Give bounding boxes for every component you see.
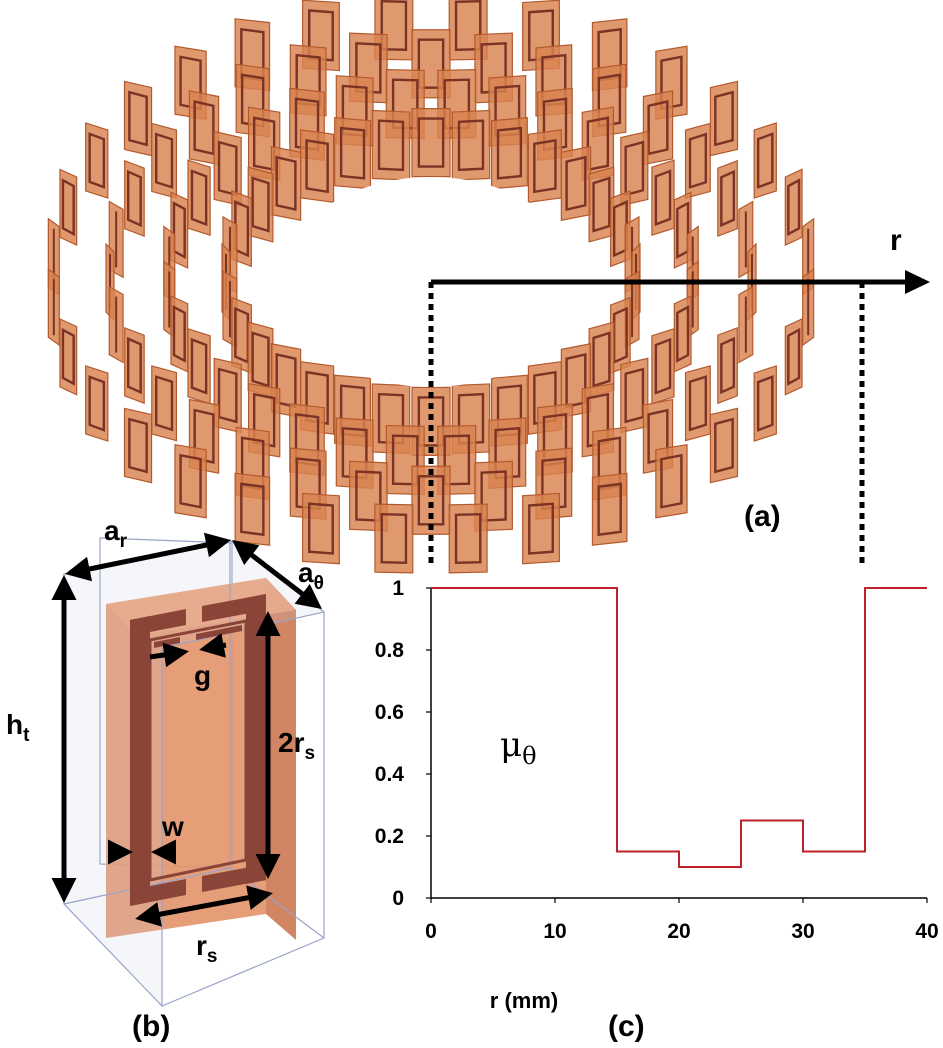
label-a-theta: aθ xyxy=(298,557,324,594)
srr-tile xyxy=(717,326,738,405)
panel-label-c: (c) xyxy=(608,1010,645,1043)
label-a-r: ar xyxy=(104,515,128,552)
srr-tile xyxy=(371,109,411,181)
srr-tile xyxy=(59,168,78,246)
srr-tile xyxy=(234,472,271,546)
srr-tile xyxy=(302,492,340,565)
srr-tile xyxy=(738,285,754,364)
r-axis-label: r xyxy=(890,224,902,257)
srr-tile xyxy=(187,159,211,237)
srr-tile xyxy=(620,130,649,207)
srr-tile xyxy=(151,122,178,199)
dim-arrows xyxy=(51,532,322,927)
srr-tile xyxy=(591,472,628,546)
srr-tile xyxy=(108,285,124,364)
y-tick-label: 0.4 xyxy=(375,763,405,786)
srr-tile xyxy=(59,318,78,396)
srr-tile xyxy=(85,122,109,199)
srr-tile xyxy=(47,268,60,347)
srr-tile xyxy=(655,443,688,519)
x-tick-label: 40 xyxy=(915,920,938,943)
srr-ring-array xyxy=(47,0,815,574)
label-g: g xyxy=(194,660,211,691)
x-tick-label: 30 xyxy=(791,920,814,943)
srr-tile xyxy=(802,268,815,347)
chart-ticks: 0 10 20 30 40 0 0.2 0.4 0.6 0.8 1 xyxy=(375,577,939,943)
mu-theta-chart: 0 10 20 30 40 0 0.2 0.4 0.6 0.8 1 xyxy=(375,577,939,943)
unit-cell xyxy=(63,537,326,1008)
r-s-arrow xyxy=(135,885,273,927)
srr-tile xyxy=(300,129,335,204)
srr-tile xyxy=(684,122,711,199)
srr-tile xyxy=(784,318,803,396)
chart-series xyxy=(431,587,927,868)
g-arrow-left xyxy=(149,642,189,668)
srr-tile xyxy=(448,503,488,574)
srr-tile xyxy=(784,168,803,246)
srr-tile xyxy=(684,365,711,442)
label-w: w xyxy=(161,811,184,842)
g-arrow-right xyxy=(199,633,227,658)
srr-tile xyxy=(270,145,302,221)
y-tick-label: 1 xyxy=(392,577,404,600)
y-tick-label: 0.2 xyxy=(375,825,404,848)
srr-tile xyxy=(560,145,592,221)
srr-tile xyxy=(451,109,491,181)
srr-tile xyxy=(213,130,242,207)
srr-tile xyxy=(490,117,528,190)
srr-tile xyxy=(673,295,692,373)
srr-tile xyxy=(124,159,145,238)
srr-tile xyxy=(187,327,211,405)
chart-x-axis-label: r (mm) xyxy=(490,988,558,1013)
srr-tile xyxy=(374,503,414,574)
chart-annotation-mu-theta: μθ xyxy=(500,725,537,770)
a-r-arrow xyxy=(65,532,231,582)
srr-tile xyxy=(85,365,109,442)
label-r-s: rs xyxy=(196,930,217,967)
srr-tile xyxy=(651,327,675,405)
srr-tile xyxy=(151,365,178,442)
srr-tile xyxy=(123,80,153,157)
srr-tile xyxy=(124,326,145,405)
x-tick-label: 0 xyxy=(425,920,437,943)
srr-tile xyxy=(123,407,153,484)
y-tick-label: 0.8 xyxy=(375,639,405,662)
y-tick-label: 0.6 xyxy=(375,701,404,724)
srr-tile xyxy=(709,80,739,157)
panel-label-b: (b) xyxy=(132,1010,170,1043)
x-tick-label: 10 xyxy=(543,920,566,943)
x-tick-label: 20 xyxy=(667,920,690,943)
srr-tile xyxy=(709,407,739,484)
srr-tile xyxy=(411,107,451,178)
srr-tile xyxy=(753,122,777,199)
srr-tile xyxy=(174,443,207,519)
srr-tile xyxy=(717,159,738,238)
srr-tile xyxy=(188,90,220,166)
r-axis-arrow xyxy=(431,270,930,294)
srr-tile xyxy=(753,365,777,442)
a-theta-arrow xyxy=(232,539,322,610)
label-2r-s: 2rs xyxy=(278,727,315,764)
srr-tile xyxy=(522,492,560,565)
srr-tile xyxy=(527,129,562,204)
mu-theta-series-line xyxy=(431,587,927,868)
srr-tile xyxy=(170,295,189,373)
y-tick-label: 0 xyxy=(392,887,404,910)
srr-tile xyxy=(642,90,674,166)
srr-tile xyxy=(334,117,372,190)
label-h-t: ht xyxy=(6,709,30,746)
srr-tile xyxy=(651,159,675,237)
panel-label-a: (a) xyxy=(744,500,781,533)
